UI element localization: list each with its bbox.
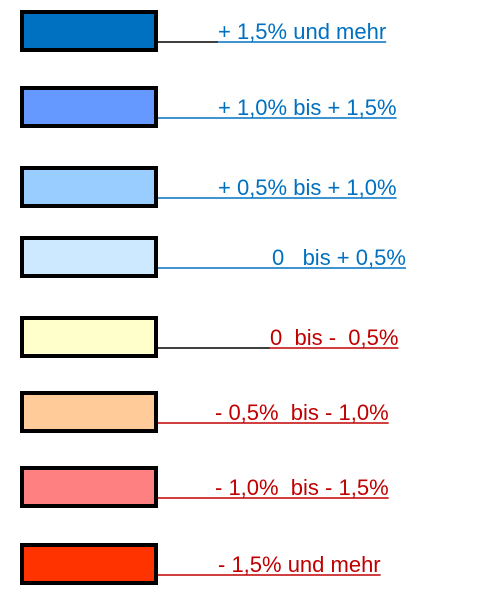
legend-swatch <box>20 86 158 128</box>
legend-swatch <box>20 236 158 278</box>
legend-label: + 0,5% bis + 1,0% <box>218 175 397 200</box>
legend-label: - 1,5% und mehr <box>218 552 381 577</box>
legend-label: 0 bis + 0,5% <box>272 245 406 270</box>
legend-label: - 1,0% bis - 1,5% <box>215 475 389 500</box>
legend-label: 0 bis - 0,5% <box>270 325 398 350</box>
legend-swatch <box>20 391 158 433</box>
legend-swatch <box>20 10 158 52</box>
legend-swatch <box>20 316 158 358</box>
legend-swatch <box>20 543 158 585</box>
legend-label: - 0,5% bis - 1,0% <box>215 400 389 425</box>
legend-swatch <box>20 466 158 508</box>
legend-swatch <box>20 166 158 208</box>
legend-label: + 1,0% bis + 1,5% <box>218 95 397 120</box>
legend-label: + 1,5% und mehr <box>218 19 386 44</box>
